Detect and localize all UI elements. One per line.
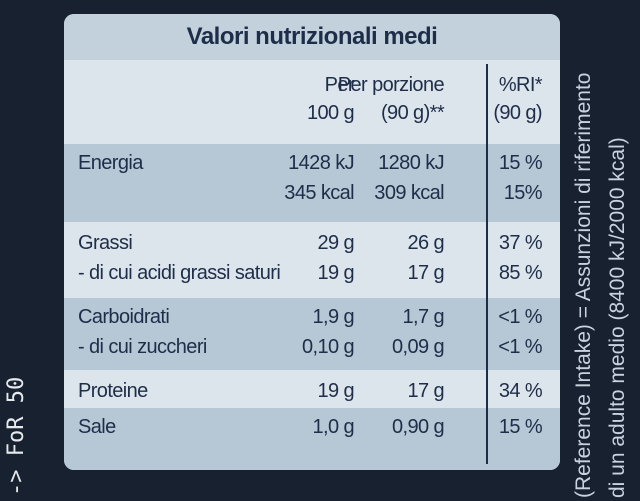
value-per-portion: 0,90 g — [391, 416, 445, 438]
column-header: (90 g)** — [380, 102, 445, 124]
handwriting: -> FoR 50 — [4, 376, 29, 496]
divider — [486, 64, 488, 464]
value-per-100g: 29 g — [317, 232, 354, 254]
value-per-100g: 1428 kJ — [288, 152, 354, 174]
value-ri: 34 % — [498, 380, 543, 402]
value-per-portion: 17 g — [407, 262, 444, 284]
value-per-portion: 1280 kJ — [378, 152, 444, 174]
value-per-100g: 19 g — [317, 380, 354, 402]
row-label: Energia — [78, 152, 143, 174]
value-ri: 15% — [503, 182, 543, 204]
value-ri: 15 % — [498, 152, 543, 174]
row-label: Sale — [78, 416, 116, 438]
row-label: Grassi — [78, 232, 133, 254]
column-header: (90 g) — [493, 102, 542, 124]
row-band — [64, 144, 560, 222]
row-label: - di cui zuccheri — [78, 336, 207, 358]
column-header: 100 g — [306, 102, 355, 124]
value-per-portion: 309 kcal — [374, 182, 444, 204]
column-header: %RI* — [498, 74, 543, 96]
value-ri: <1 % — [498, 306, 542, 328]
value-ri: 15 % — [498, 416, 543, 438]
value-per-100g: 1,9 g — [312, 306, 355, 328]
value-ri: 37 % — [498, 232, 543, 254]
value-per-portion: 0,09 g — [391, 336, 445, 358]
value-per-100g: 1,0 g — [312, 416, 355, 438]
column-header: Per — [324, 74, 355, 96]
row-label: - di cui acidi grassi saturi — [78, 262, 281, 284]
row-label: Carboidrati — [78, 306, 170, 328]
row-band — [64, 298, 560, 370]
row-label: Proteine — [78, 380, 148, 402]
nutrition-label: Valori nutrizionali medi Per 100 g Per por… — [64, 14, 560, 470]
value-per-100g: 19 g — [317, 262, 354, 284]
value-ri: <1 % — [498, 336, 542, 358]
value-per-portion: 17 g — [407, 380, 444, 402]
column-header: Per porzione — [337, 74, 445, 96]
side-note-line: di un adulto medio (8400 kJ/2000 kcal) — [606, 137, 629, 498]
side-note-line: (Reference Intake) = Assunzioni di rifer… — [572, 72, 595, 498]
value-per-100g: 345 kcal — [284, 182, 354, 204]
value-per-portion: 1,7 g — [402, 306, 445, 328]
value-ri: 85 % — [498, 262, 543, 284]
title: Valori nutrizionali medi — [64, 14, 560, 60]
value-per-100g: 0,10 g — [301, 336, 355, 358]
value-per-portion: 26 g — [407, 232, 444, 254]
row-band — [64, 408, 560, 470]
